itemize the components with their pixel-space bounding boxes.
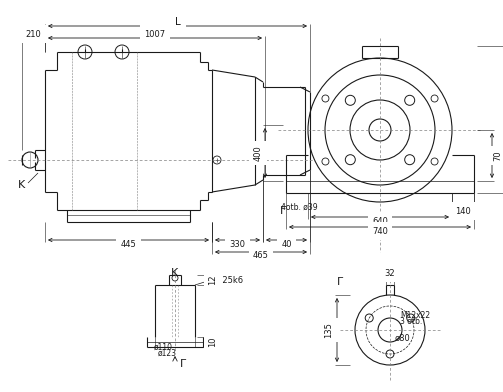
Text: 445: 445 bbox=[121, 240, 136, 249]
Text: 32: 32 bbox=[385, 269, 395, 278]
Text: ø80: ø80 bbox=[395, 334, 411, 343]
Text: 465: 465 bbox=[253, 252, 269, 261]
Text: K: K bbox=[19, 180, 26, 190]
Text: 1007: 1007 bbox=[144, 29, 165, 38]
Text: M12x22: M12x22 bbox=[400, 310, 430, 319]
Text: ø123: ø123 bbox=[157, 349, 177, 358]
Text: 330: 330 bbox=[229, 240, 245, 249]
Text: 70: 70 bbox=[493, 150, 502, 161]
Text: Г: Г bbox=[337, 277, 344, 287]
Text: 40: 40 bbox=[281, 240, 292, 249]
Text: ø125k6: ø125k6 bbox=[213, 276, 244, 285]
Text: 4otb. ø39: 4otb. ø39 bbox=[281, 203, 317, 212]
Text: 140: 140 bbox=[455, 207, 471, 216]
Text: Г: Г bbox=[280, 206, 286, 216]
Text: ø110: ø110 bbox=[153, 343, 173, 352]
Text: Г: Г bbox=[180, 359, 187, 369]
Text: 135: 135 bbox=[324, 322, 333, 338]
Text: 210: 210 bbox=[26, 29, 41, 38]
Text: 740: 740 bbox=[372, 227, 388, 236]
Text: 12: 12 bbox=[209, 275, 217, 285]
Text: 640: 640 bbox=[372, 216, 388, 225]
Text: 3 otb.: 3 otb. bbox=[400, 318, 422, 327]
Text: K: K bbox=[172, 268, 179, 278]
Text: 400: 400 bbox=[254, 145, 263, 161]
Text: L: L bbox=[175, 17, 181, 27]
Text: 10: 10 bbox=[209, 337, 217, 347]
